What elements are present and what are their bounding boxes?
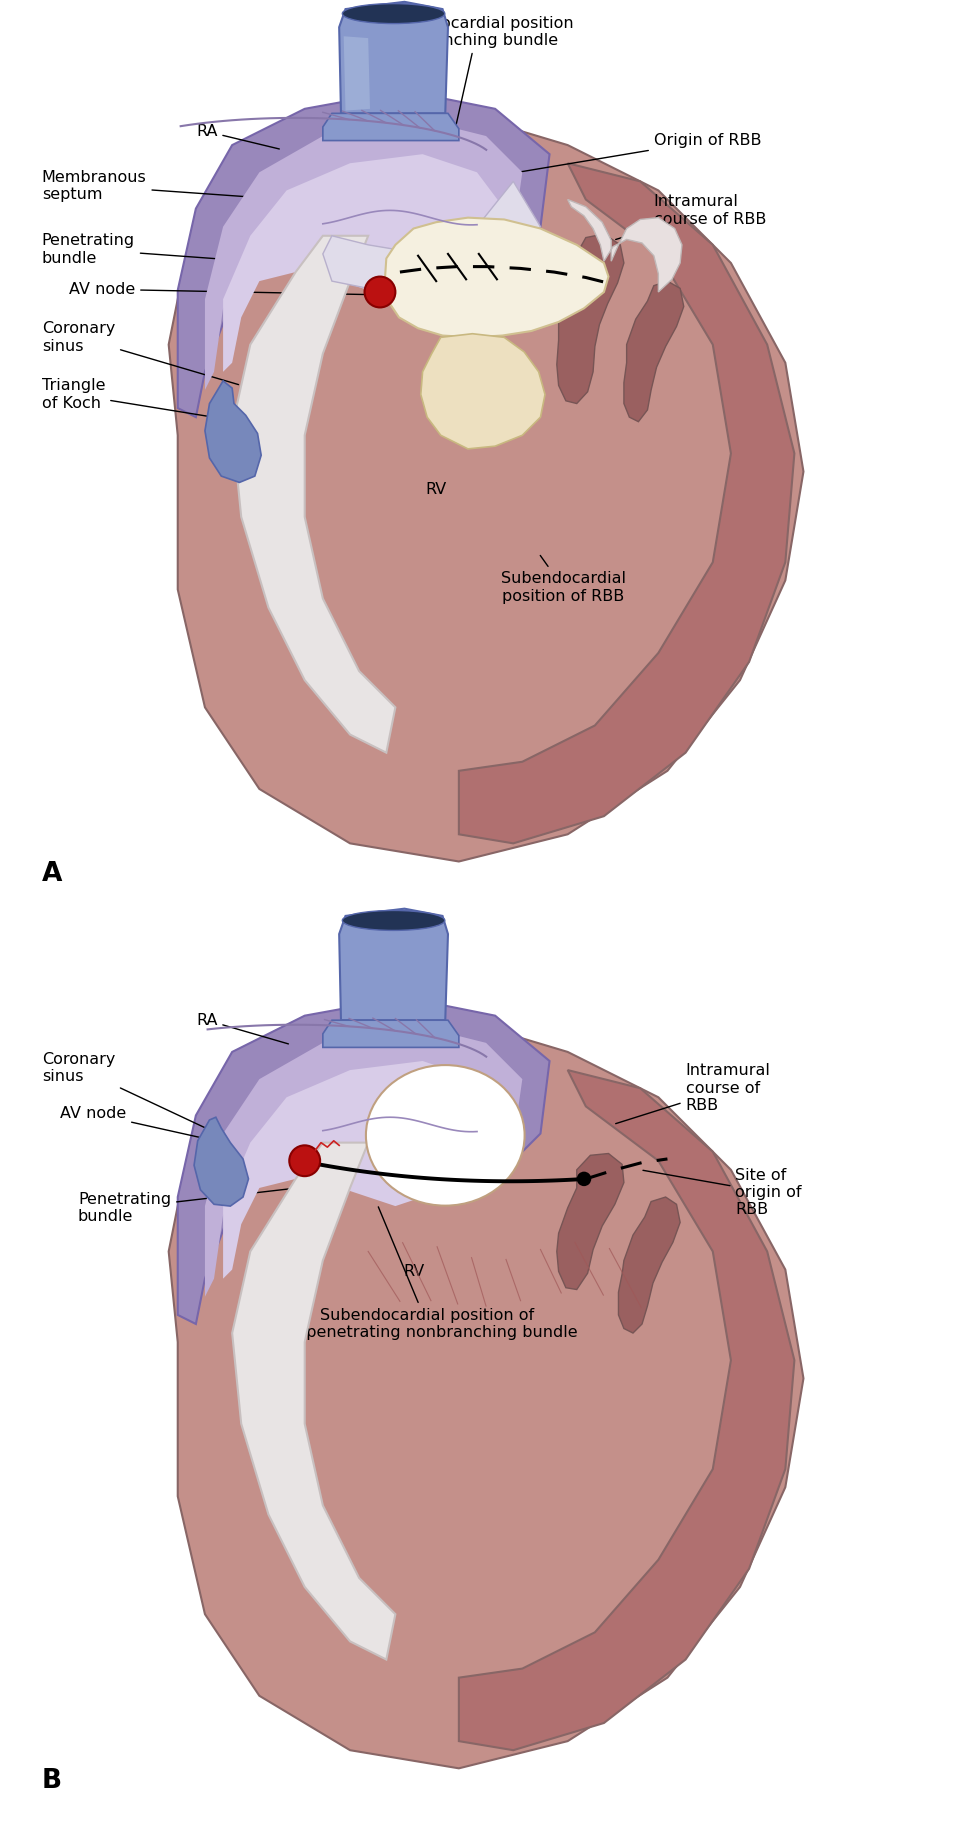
Polygon shape: [223, 1061, 504, 1279]
Text: Intramural
course of
RBB: Intramural course of RBB: [615, 1063, 770, 1123]
Text: Subendocardial
position of RBB: Subendocardial position of RBB: [500, 555, 625, 605]
Ellipse shape: [342, 911, 444, 931]
Text: Membranous
septum: Membranous septum: [42, 170, 347, 203]
Polygon shape: [339, 2, 448, 114]
Text: Site of
origin of
RBB: Site of origin of RBB: [642, 1167, 801, 1218]
Polygon shape: [322, 1020, 458, 1048]
Text: RA: RA: [195, 1013, 288, 1044]
Polygon shape: [169, 1015, 802, 1768]
Polygon shape: [623, 280, 683, 421]
Text: B: B: [42, 1768, 62, 1794]
Text: Penetrating
bundle: Penetrating bundle: [42, 233, 396, 271]
Polygon shape: [193, 1118, 248, 1205]
Text: Coronary
sinus: Coronary sinus: [42, 1052, 218, 1134]
Text: AV node: AV node: [60, 1107, 302, 1160]
Text: Intramural
course of RBB: Intramural course of RBB: [615, 194, 765, 240]
Polygon shape: [223, 154, 504, 372]
Text: RV: RV: [402, 1264, 424, 1279]
Ellipse shape: [342, 4, 444, 24]
Polygon shape: [205, 1024, 522, 1297]
Text: RV: RV: [425, 482, 446, 496]
Polygon shape: [557, 234, 623, 403]
Polygon shape: [177, 997, 549, 1325]
Polygon shape: [322, 181, 540, 289]
Polygon shape: [343, 37, 370, 110]
Text: RA: RA: [195, 125, 279, 148]
Polygon shape: [458, 1070, 794, 1750]
Polygon shape: [205, 381, 261, 482]
Text: Triangle
of Koch: Triangle of Koch: [42, 377, 238, 421]
Ellipse shape: [366, 1064, 524, 1205]
Polygon shape: [618, 1196, 679, 1334]
Text: AV node: AV node: [69, 282, 373, 297]
Text: Subendocardial position of
nonpenetrating nonbranching bundle: Subendocardial position of nonpenetratin…: [276, 1207, 578, 1341]
Text: A: A: [42, 861, 62, 887]
Polygon shape: [232, 1143, 395, 1660]
Polygon shape: [557, 1154, 623, 1290]
Polygon shape: [339, 909, 448, 1020]
Polygon shape: [322, 114, 458, 141]
Text: Penetrating
bundle: Penetrating bundle: [78, 1183, 334, 1224]
Polygon shape: [420, 333, 544, 449]
Polygon shape: [169, 108, 802, 861]
Circle shape: [364, 277, 395, 308]
Circle shape: [577, 1172, 591, 1185]
Polygon shape: [458, 163, 794, 843]
Polygon shape: [205, 117, 522, 390]
Polygon shape: [384, 218, 608, 337]
Text: Coronary
sinus: Coronary sinus: [42, 321, 238, 385]
Polygon shape: [177, 90, 549, 418]
Polygon shape: [232, 236, 395, 753]
Text: Subendocardial position
of branching bundle: Subendocardial position of branching bun…: [380, 15, 573, 251]
Polygon shape: [567, 200, 681, 291]
Text: Origin of RBB: Origin of RBB: [520, 134, 760, 172]
Circle shape: [289, 1145, 320, 1176]
